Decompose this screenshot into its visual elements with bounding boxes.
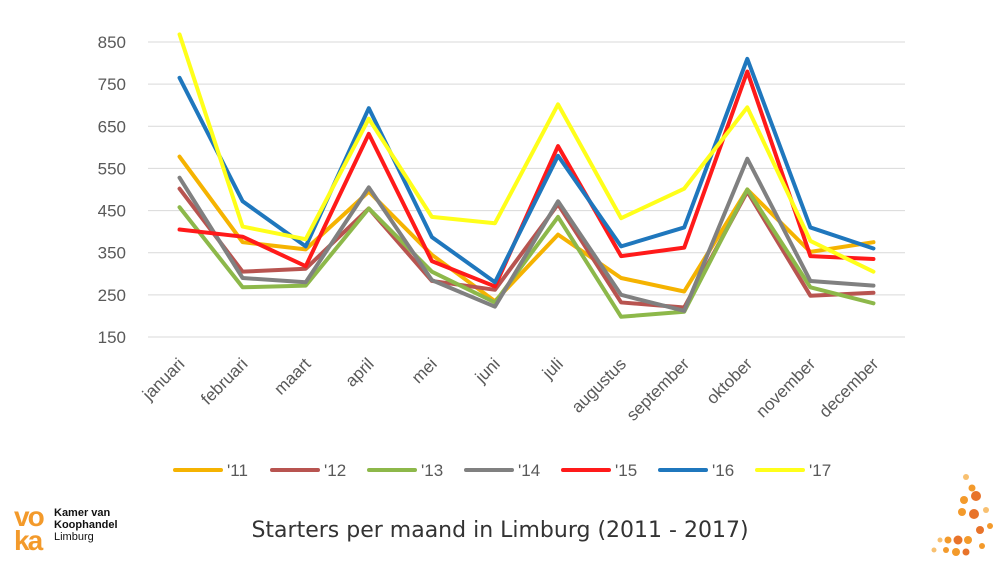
chart-caption: Starters per maand in Limburg (2011 - 20… (251, 518, 749, 543)
decorative-dots-icon (931, 474, 993, 556)
voka-logo: vo ka Kamer van Koophandel Limburg (14, 501, 134, 557)
y-tick-label: 750 (98, 75, 126, 94)
x-tick-label: september (623, 354, 693, 424)
x-tick-label: oktober (703, 354, 757, 408)
legend-label: '16 (712, 461, 734, 480)
logo-line2: Koophandel (54, 519, 118, 531)
y-tick-label: 450 (98, 202, 126, 221)
y-tick-label: 650 (98, 117, 126, 136)
logo-text: Kamer van Koophandel Limburg (54, 507, 118, 543)
gridlines (148, 41, 905, 338)
x-tick-label: december (815, 354, 882, 421)
legend-label: '17 (809, 461, 831, 480)
x-tick-label: mei (408, 354, 441, 387)
legend-label: '14 (518, 461, 540, 480)
x-tick-label: juni (471, 354, 504, 387)
y-tick-label: 550 (98, 159, 126, 178)
legend-label: '15 (615, 461, 637, 480)
x-tick-label: april (341, 354, 377, 390)
x-tick-label: maart (270, 354, 314, 398)
series-line-17 (177, 32, 876, 274)
y-tick-label: 850 (98, 33, 126, 52)
logo-line1: Kamer van (54, 507, 111, 519)
x-tick-label: juli (538, 354, 567, 383)
x-tick-label: augustus (568, 354, 630, 416)
y-tick-label: 250 (98, 286, 126, 305)
y-axis-ticks: 150 250 350 450 550 650 750 850 (98, 33, 126, 347)
line-chart: 150 250 350 450 550 650 750 850 januari februari… (98, 32, 905, 480)
y-tick-label: 350 (98, 244, 126, 263)
legend-label: '12 (324, 461, 346, 480)
series-line-11 (177, 154, 876, 304)
series-lines (177, 32, 876, 319)
logo-mark-text: vo ka (14, 501, 45, 556)
series-line-13 (177, 187, 876, 319)
legend: '11 '12 '13 '14 '15 '16 '17 (173, 461, 831, 480)
x-tick-label: januari (138, 354, 188, 404)
legend-label: '13 (421, 461, 443, 480)
logo-mark: vo ka (14, 501, 50, 556)
logo-line3: Limburg (54, 531, 94, 543)
legend-label: '11 (227, 461, 248, 480)
series-line-14 (177, 156, 876, 313)
y-tick-label: 150 (98, 328, 126, 347)
x-tick-label: februari (197, 354, 251, 408)
x-tick-label: november (752, 354, 819, 421)
x-axis-ticks: januari februari maart april mei juni juli augu… (138, 354, 882, 424)
